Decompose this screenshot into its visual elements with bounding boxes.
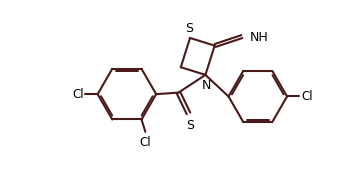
Text: Cl: Cl	[72, 88, 84, 101]
Text: Cl: Cl	[140, 136, 151, 149]
Text: S: S	[185, 22, 193, 35]
Text: N: N	[202, 79, 211, 92]
Text: NH: NH	[250, 31, 269, 44]
Text: S: S	[186, 119, 194, 132]
Text: Cl: Cl	[301, 90, 312, 103]
